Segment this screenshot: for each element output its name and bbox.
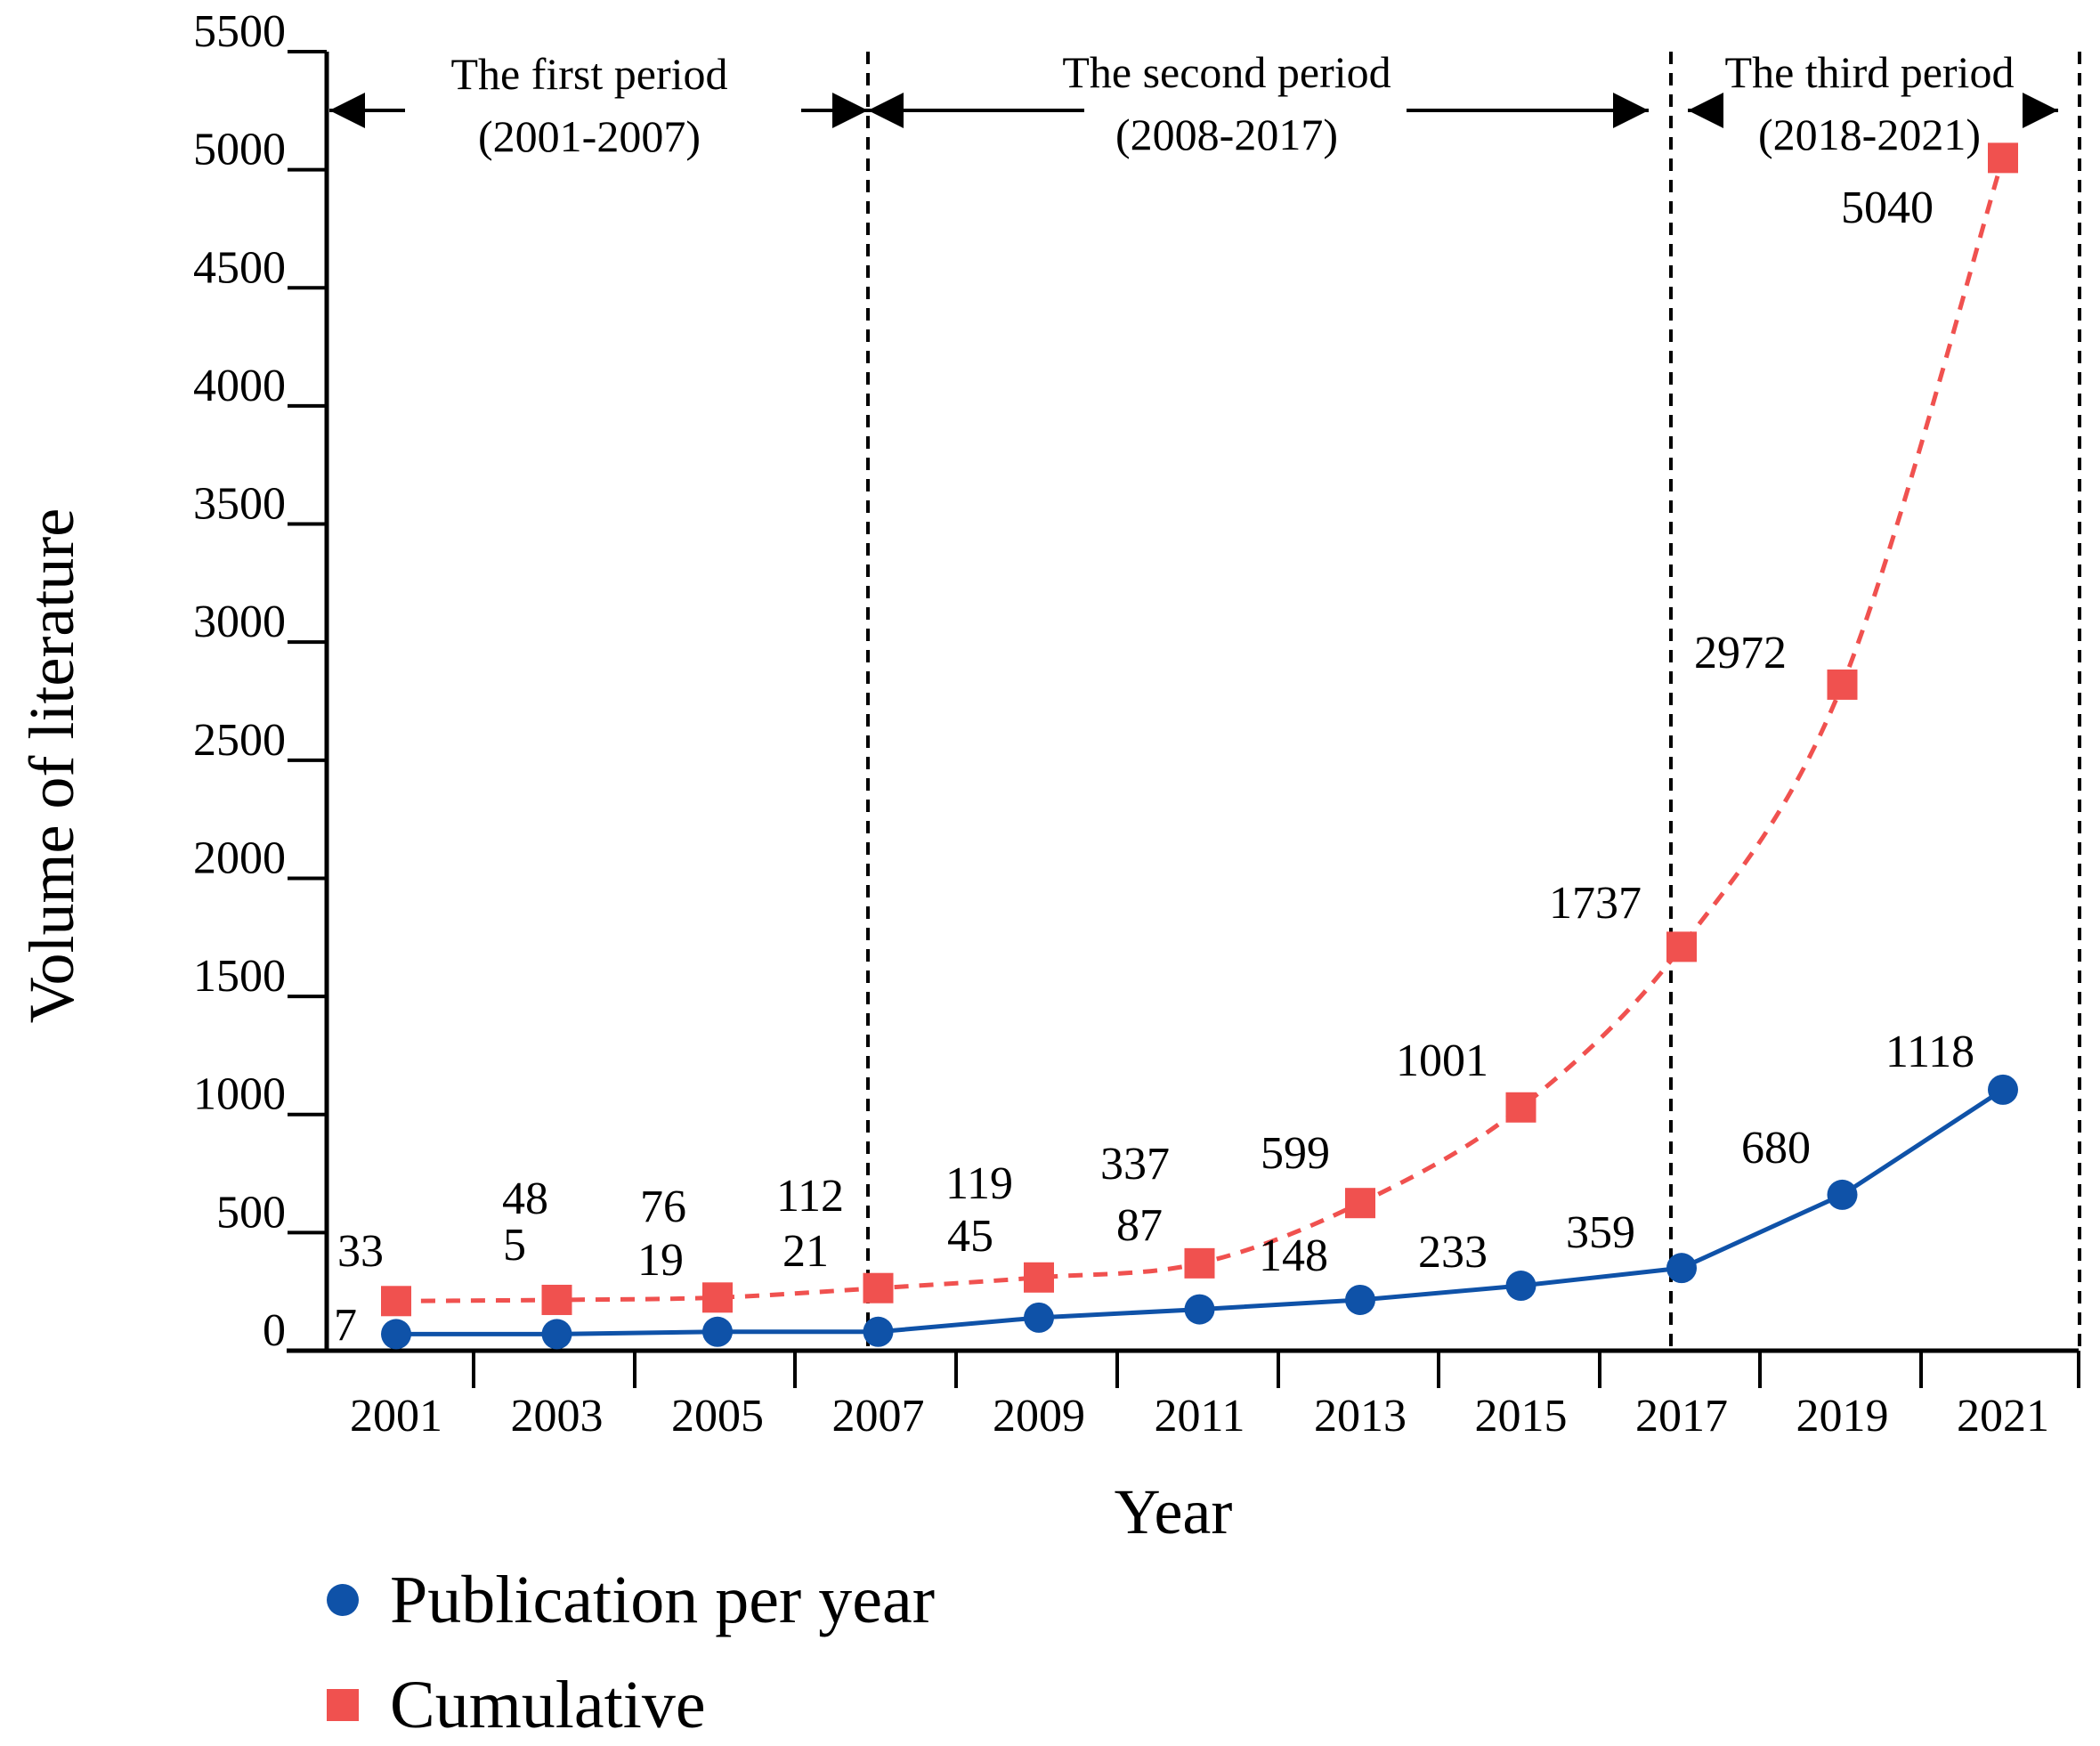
period-arrowhead <box>329 93 365 128</box>
data-point <box>1024 1302 1054 1333</box>
data-label: 1737 <box>1549 878 1642 929</box>
period-arrowhead <box>868 93 904 128</box>
y-tick-label: 4500 <box>193 242 286 293</box>
x-tick-label: 2007 <box>832 1391 925 1441</box>
data-point <box>541 1284 572 1315</box>
y-tick-label: 0 <box>263 1305 286 1356</box>
y-tick-label: 3500 <box>193 479 286 530</box>
data-point <box>381 1319 411 1350</box>
y-tick-label: 2500 <box>193 715 286 766</box>
period-annotations: The first period (2001-2007) The second pe… <box>329 47 2058 161</box>
x-tick-label: 2013 <box>1314 1391 1407 1441</box>
data-label: 5040 <box>1841 183 1934 233</box>
data-label: 7 <box>334 1300 357 1351</box>
data-point <box>1184 1247 1215 1279</box>
y-tick-label: 1000 <box>193 1069 286 1120</box>
period-dividers <box>866 52 2081 1351</box>
x-tick-label: 2021 <box>1957 1391 2049 1441</box>
period-arrowhead <box>2023 93 2058 128</box>
data-label: 1001 <box>1396 1035 1488 1086</box>
data-point <box>702 1316 733 1347</box>
data-labels: 7 5 19 21 45 87 148 233 359 680 1118 33 48 76 112 119 33… <box>334 183 1974 1351</box>
data-label: 5 <box>503 1220 526 1271</box>
data-label: 1118 <box>1885 1027 1974 1077</box>
data-point <box>381 1286 411 1317</box>
data-label: 680 <box>1741 1123 1811 1173</box>
data-point <box>1988 142 2018 174</box>
data-label: 76 <box>640 1182 686 1232</box>
x-tick-label: 2015 <box>1475 1391 1568 1441</box>
data-label: 19 <box>637 1235 684 1286</box>
data-label: 33 <box>337 1226 384 1277</box>
data-label: 233 <box>1418 1227 1488 1278</box>
period-title: The first period <box>450 49 727 99</box>
data-point <box>1666 931 1697 962</box>
y-axis-title: Volume of literature <box>16 508 87 1024</box>
data-point <box>863 1272 894 1303</box>
legend-label-cumulative: Cumulative <box>390 1668 706 1742</box>
legend: Publication per year Cumulative <box>327 1563 935 1742</box>
series <box>381 142 2018 1350</box>
series-cumulative <box>381 142 2018 1317</box>
data-label: 119 <box>945 1158 1013 1209</box>
y-tick-label: 5500 <box>193 6 286 57</box>
axes <box>287 52 2079 1353</box>
data-point <box>541 1319 572 1350</box>
data-label: 112 <box>776 1171 844 1222</box>
period-2: The second period (2008-2017) <box>868 47 1649 159</box>
data-point <box>1345 1188 1375 1219</box>
data-label: 359 <box>1566 1207 1635 1258</box>
period-title: The second period <box>1062 47 1391 97</box>
legend-marker-publication <box>327 1584 359 1616</box>
period-1: The first period (2001-2007) <box>329 49 868 161</box>
ticks: 0 500 1000 1500 2000 2500 3000 3500 4000 4500 5000… <box>193 6 2080 1441</box>
data-point <box>1666 1253 1697 1284</box>
data-point <box>1345 1284 1375 1315</box>
period-range: (2001-2007) <box>478 111 701 161</box>
data-label: 599 <box>1261 1128 1330 1179</box>
x-tick-label: 2001 <box>350 1391 442 1441</box>
x-tick-label: 2003 <box>511 1391 604 1441</box>
x-tick-label: 2005 <box>671 1391 764 1441</box>
data-point <box>1024 1262 1054 1293</box>
data-label: 21 <box>782 1226 829 1277</box>
x-tick-label: 2009 <box>993 1391 1085 1441</box>
data-label: 2972 <box>1694 628 1787 678</box>
data-label: 337 <box>1100 1139 1170 1190</box>
y-tick-label: 5000 <box>193 125 286 175</box>
y-tick-label: 2000 <box>193 832 286 883</box>
data-point <box>863 1316 894 1347</box>
period-arrowhead <box>1688 93 1723 128</box>
y-tick-label: 3000 <box>193 597 286 647</box>
data-point <box>1184 1294 1215 1325</box>
data-point <box>1505 1092 1536 1123</box>
period-arrowhead <box>832 93 868 128</box>
data-point <box>1505 1271 1536 1302</box>
period-arrowhead <box>1613 93 1649 128</box>
data-point <box>702 1282 733 1313</box>
data-label: 45 <box>947 1211 993 1262</box>
y-tick-label: 4000 <box>193 361 286 411</box>
legend-marker-cumulative <box>327 1689 359 1721</box>
x-tick-label: 2019 <box>1796 1391 1889 1441</box>
period-range: (2018-2021) <box>1758 110 1981 159</box>
data-label: 148 <box>1259 1230 1328 1281</box>
series-publication <box>381 1074 2018 1350</box>
data-label: 87 <box>1116 1200 1163 1251</box>
data-point <box>1988 1074 2018 1105</box>
data-point <box>1827 669 1858 700</box>
legend-label-publication: Publication per year <box>390 1563 935 1637</box>
data-point <box>1827 1179 1858 1210</box>
y-tick-label: 500 <box>216 1187 286 1238</box>
x-tick-label: 2011 <box>1154 1391 1245 1441</box>
x-axis-title: Year <box>1115 1476 1233 1547</box>
x-tick-label: 2017 <box>1635 1391 1728 1441</box>
period-3: The third period (2018-2021) <box>1688 47 2058 159</box>
period-range: (2008-2017) <box>1115 110 1338 159</box>
period-title: The third period <box>1725 47 2015 97</box>
y-tick-label: 1500 <box>193 951 286 1002</box>
data-label: 48 <box>502 1173 548 1224</box>
